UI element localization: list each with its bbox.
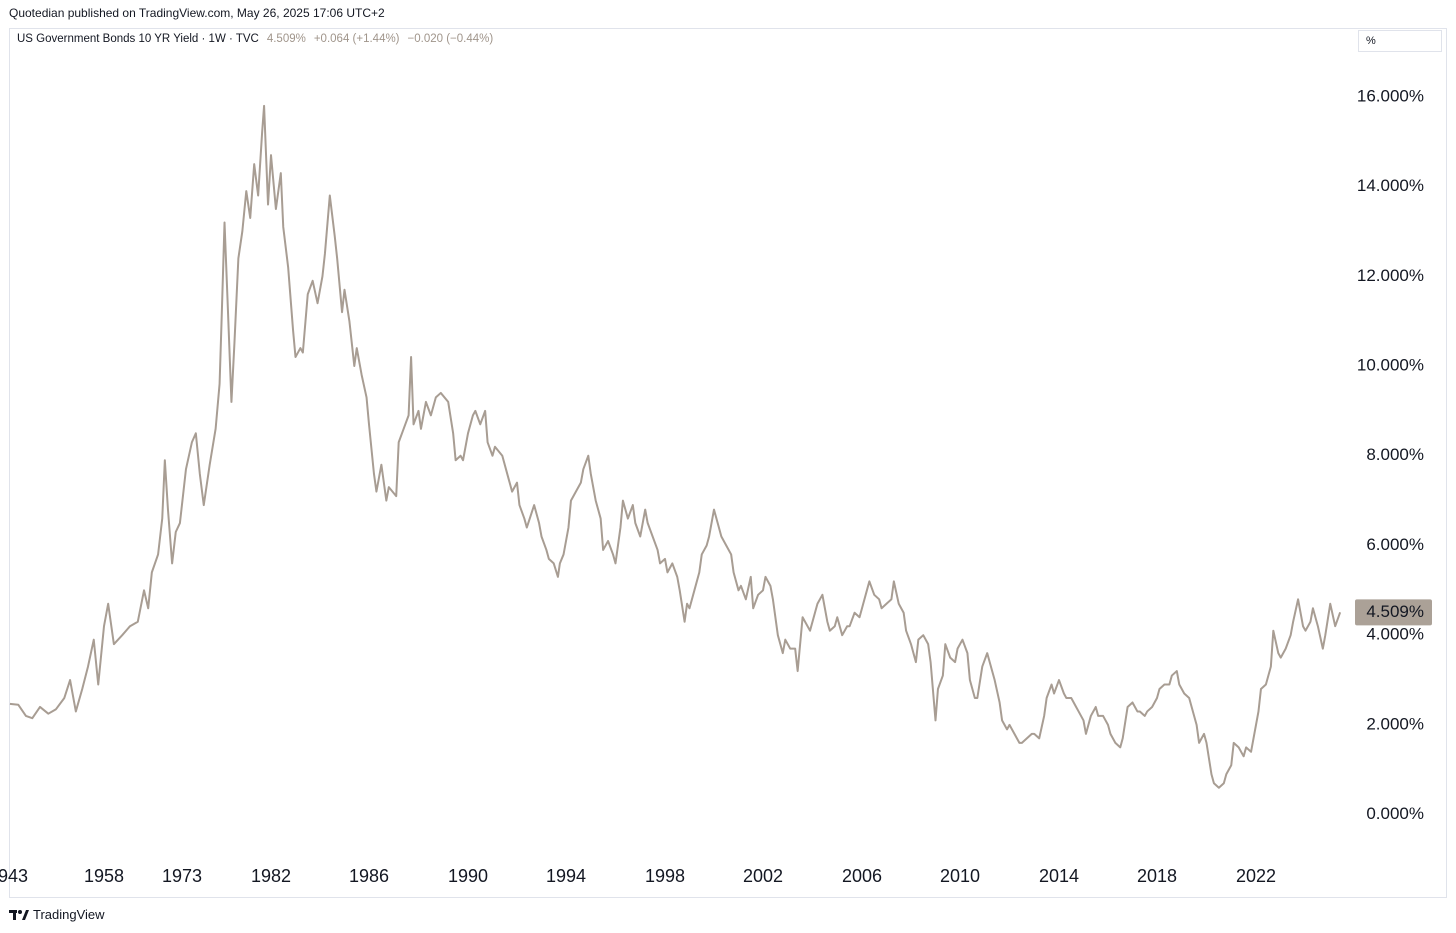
y-tick-label: 10.000% (1357, 356, 1424, 375)
footer: TradingView (9, 907, 105, 922)
y-tick-label: 8.000% (1366, 445, 1424, 464)
x-tick-label: 1973 (162, 866, 202, 886)
x-tick-label: 2014 (1039, 866, 1079, 886)
x-tick-label: 1943 (0, 866, 28, 886)
x-tick-label: 1982 (251, 866, 291, 886)
x-tick-label: 2002 (743, 866, 783, 886)
publisher-line: Quotedian published on TradingView.com, … (9, 6, 385, 20)
y-tick-label: 14.000% (1357, 176, 1424, 195)
x-tick-label: 2010 (940, 866, 980, 886)
legend: US Government Bonds 10 YR Yield · 1W · T… (17, 33, 493, 45)
x-tick-label: 2006 (842, 866, 882, 886)
x-tick-label: 1958 (84, 866, 124, 886)
legend-change: +0.064 (+1.44%) (313, 33, 400, 45)
x-tick-label: 1990 (448, 866, 488, 886)
legend-series-name: US Government Bonds 10 YR Yield · 1W · T… (17, 33, 259, 45)
x-tick-label: 2018 (1137, 866, 1177, 886)
y-tick-label: 12.000% (1357, 266, 1424, 285)
unit-button[interactable]: % (1358, 30, 1442, 52)
y-tick-label: 6.000% (1366, 535, 1424, 554)
chart-panel (9, 28, 1447, 898)
y-tick-label: 4.000% (1366, 625, 1424, 644)
y-tick-label: 0.000% (1366, 804, 1424, 823)
last-value-label: 4.509% (1366, 602, 1424, 621)
x-tick-label: 1986 (349, 866, 389, 886)
x-tick-label: 1994 (546, 866, 586, 886)
plot-area (9, 104, 1342, 789)
legend-change-2: −0.020 (−0.44%) (407, 33, 494, 45)
series-line (9, 104, 1342, 789)
y-tick-label: 16.000% (1357, 86, 1424, 105)
brand-logo (9, 909, 29, 920)
x-tick-label: 1998 (645, 866, 685, 886)
brand-name: TradingView (33, 907, 105, 922)
x-tick-label: 2022 (1236, 866, 1276, 886)
last-value-tag (1355, 599, 1432, 626)
y-tick-label: 2.000% (1366, 714, 1424, 733)
legend-last: 4.509% (266, 33, 306, 45)
